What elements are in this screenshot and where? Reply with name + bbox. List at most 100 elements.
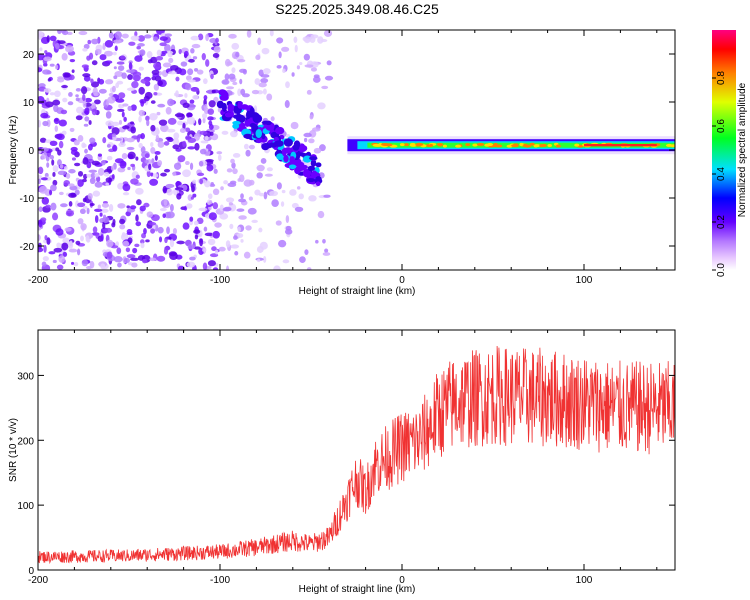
stable-line-spot — [523, 144, 532, 148]
spectrogram-blob — [49, 189, 53, 196]
spectrogram-blob — [130, 35, 140, 41]
spectrogram-blob — [166, 226, 170, 235]
spectrogram-blob — [282, 68, 286, 73]
spectrogram-blob — [167, 53, 173, 58]
spectrogram-blob — [237, 59, 246, 63]
spectrogram-blob — [240, 88, 246, 96]
spectrogram-blob — [189, 216, 194, 222]
spectrogram-blob — [208, 212, 217, 221]
spectrogram-blob — [175, 90, 179, 98]
spectrogram-blob — [49, 140, 58, 146]
spectrogram-blob — [80, 235, 84, 242]
spectrogram-chirp-blob — [310, 170, 318, 179]
spectrogram-blob — [156, 255, 166, 262]
spectrogram-blob — [285, 81, 290, 89]
spectrogram-blob — [194, 67, 199, 72]
spectrogram-x-tick-label: 100 — [576, 275, 593, 286]
spectrogram-blob — [202, 78, 208, 85]
spectrogram-blob — [194, 142, 200, 151]
spectrogram-blob — [41, 196, 50, 205]
spectrogram-blob — [103, 172, 110, 177]
spectrogram-blob — [207, 108, 215, 115]
spectrogram-blob — [67, 241, 74, 249]
spectrogram-blob — [44, 172, 49, 178]
spectrogram-blob — [150, 100, 156, 104]
spectrogram-chirp-blob — [221, 102, 227, 112]
spectrogram-blob — [48, 251, 56, 255]
spectrogram-blob — [138, 109, 145, 117]
spectrogram-blob — [323, 194, 331, 198]
spectrogram-blob — [42, 69, 51, 75]
spectrogram-blob — [240, 193, 244, 200]
spectrogram-blob — [56, 133, 65, 141]
spectrogram-blob — [258, 227, 263, 233]
spectrogram-blob — [154, 151, 161, 155]
spectrogram-chirp-blob — [240, 104, 249, 110]
spectrogram-blob — [207, 265, 212, 270]
spectrogram-blob — [113, 75, 118, 80]
colorbar-label: Normalized spectral amplitude — [737, 82, 748, 217]
spectrogram-blob — [130, 257, 139, 261]
spectrogram-blob — [207, 260, 216, 267]
stable-line-spot — [519, 142, 524, 146]
spectrogram-blob — [240, 239, 244, 243]
spectrogram-blob — [94, 173, 100, 178]
spectrogram-blob — [227, 182, 237, 187]
spectrogram-blob — [256, 172, 263, 179]
spectrogram-blob — [130, 126, 136, 134]
spectrogram-blob — [228, 202, 234, 206]
spectrogram-blob — [49, 155, 55, 160]
spectrogram-blob — [118, 92, 126, 99]
spectrogram-chirp-blob — [315, 162, 322, 168]
spectrogram-blob — [117, 262, 122, 268]
spectrogram-blob — [85, 235, 90, 242]
spectrogram-blob — [150, 147, 156, 154]
spectrogram-blob — [208, 123, 214, 130]
spectrogram-blob — [189, 99, 195, 104]
spectrogram-blob — [135, 187, 144, 195]
spectrogram-blob — [89, 177, 96, 185]
spectrogram-blob — [160, 172, 167, 177]
spectrogram-blob — [202, 248, 207, 252]
snr-x-axis-label: Height of straight line (km) — [299, 584, 416, 595]
spectrogram-blob — [82, 157, 89, 165]
spectrogram-blob — [142, 258, 148, 264]
spectrogram-blob — [121, 111, 125, 118]
spectrogram-blob — [189, 256, 196, 261]
snr-y-tick-label: 100 — [17, 501, 34, 512]
spectrogram-blob — [68, 92, 73, 97]
spectrogram-blob — [276, 37, 284, 44]
spectrogram-blob — [188, 58, 195, 63]
spectrogram-blob — [207, 116, 214, 121]
spectrogram-blob — [226, 168, 233, 173]
spectrogram-blob — [149, 257, 157, 262]
spectrogram-blob — [187, 244, 196, 250]
spectrogram-blob — [170, 64, 179, 71]
spectrogram-blob — [163, 168, 171, 173]
spectrogram-blob — [111, 174, 115, 180]
spectrogram-blob — [98, 88, 107, 94]
spectrogram-blob — [42, 256, 49, 262]
spectrogram-blob — [162, 62, 172, 68]
spectrogram-blob — [311, 127, 321, 132]
spectrogram-blob — [191, 43, 201, 49]
spectrogram-blob — [140, 78, 150, 84]
spectrogram-blob — [303, 132, 312, 138]
spectrogram-blob — [116, 61, 125, 65]
spectrogram-blob — [119, 218, 126, 225]
spectrogram-blob — [322, 252, 331, 256]
spectrogram-blob — [164, 211, 172, 219]
spectrogram-blob — [130, 104, 137, 111]
spectrogram-blob — [112, 51, 117, 56]
spectrogram-blob — [232, 168, 238, 175]
spectrogram-blob — [187, 68, 194, 76]
spectrogram-blob — [123, 116, 127, 122]
spectrogram-blob — [88, 143, 93, 151]
spectrogram-y-tick-label: 10 — [23, 98, 35, 109]
spectrogram-blob — [50, 202, 57, 211]
spectrogram-blob — [80, 223, 87, 231]
spectrogram-blob — [134, 243, 140, 248]
spectrogram-blob — [162, 213, 166, 219]
spectrogram-blob — [258, 192, 265, 197]
snr-y-tick-label: 200 — [17, 436, 34, 447]
